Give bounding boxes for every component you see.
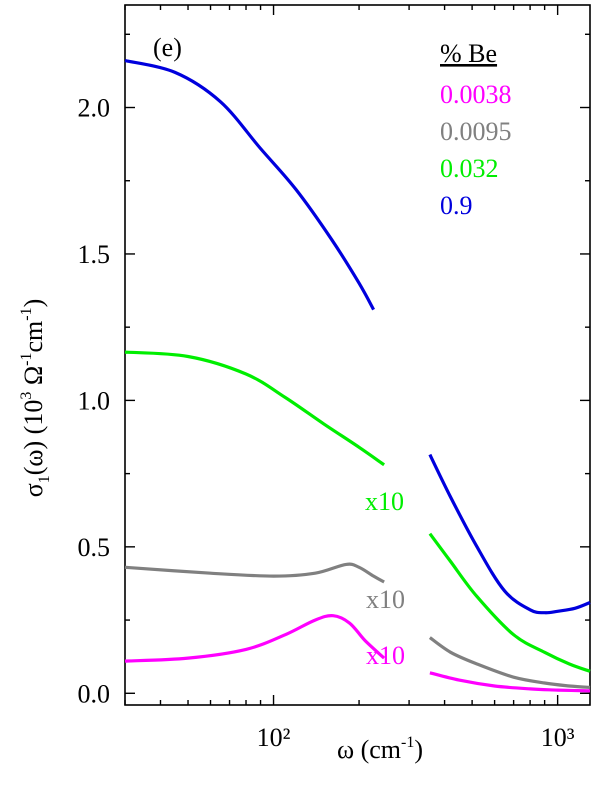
x-tick-label: 10³ (541, 723, 575, 752)
series-line-0.0038 (429, 671, 591, 693)
series-line-0.032 (124, 350, 386, 467)
series-line-0.9 (124, 59, 376, 311)
plot-frame (124, 4, 591, 706)
panel-label: (e) (153, 33, 182, 62)
annotations: x10 x10 x10 (365, 487, 405, 670)
x-axis-label-main: ω (cm (337, 735, 401, 764)
y-tick-label: 0.5 (78, 533, 111, 562)
legend-entry: 0.9 (440, 191, 473, 220)
series-line-0.0038 (124, 614, 386, 663)
x-axis-label: ω (cm-1) (337, 734, 423, 764)
x-tick-label: 10² (257, 723, 291, 752)
annotation-x10: x10 (365, 487, 404, 516)
y-tick-label: 2.0 (78, 94, 111, 123)
y-tick-label: 1.0 (78, 386, 111, 415)
legend-title: % Be (440, 39, 497, 68)
x-axis-label-close: ) (414, 735, 423, 764)
series-group (124, 59, 591, 693)
legend-entry: 0.0038 (440, 80, 512, 109)
series-line-0.9 (428, 453, 591, 615)
annotation-x10: x10 (366, 641, 405, 670)
label-group: (e) ω (cm-1) σ1(ω) (103 Ω-1cm-1) (18, 33, 423, 764)
annotation-x10: x10 (366, 585, 405, 614)
legend-entry: 0.032 (440, 154, 499, 183)
series-line-0.032 (428, 532, 591, 673)
legend: % Be 0.0038 0.0095 0.032 0.9 (440, 39, 512, 220)
y-tick-label: 1.5 (78, 240, 111, 269)
axis-ticks: 0.0 0.5 1.0 1.5 2.0 10² 10³ (78, 5, 590, 752)
x-axis-label-exp: -1 (401, 734, 414, 751)
y-tick-label: 0.0 (78, 679, 111, 708)
y-axis-label: σ1(ω) (103 Ω-1cm-1) (18, 299, 53, 498)
series-line-0.0095 (124, 562, 385, 584)
series-line-0.0095 (428, 636, 591, 689)
legend-entry: 0.0095 (440, 117, 512, 146)
